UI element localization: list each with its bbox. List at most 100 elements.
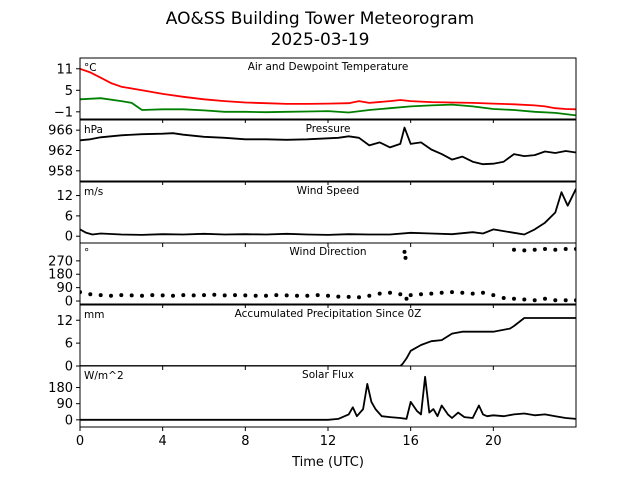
scatter-point — [150, 293, 155, 298]
panel-unit: ° — [84, 247, 89, 259]
panel-unit: hPa — [84, 124, 103, 136]
scatter-point — [222, 293, 227, 298]
scatter-point — [532, 298, 537, 303]
panel-title: Accumulated Precipitation Since 0Z — [235, 308, 422, 320]
x-tick-label: 0 — [76, 434, 84, 449]
scatter-point — [326, 293, 330, 298]
panel-2: 958 962 966 hPa Pressure — [48, 119, 577, 185]
scatter-point — [305, 293, 310, 298]
panel-title: Pressure — [306, 123, 351, 135]
chart-subtitle: 2025-03-19 — [271, 30, 370, 50]
x-axis: 0 4 8 12 16 20 — [76, 434, 502, 449]
panel-title: Wind Direction — [289, 246, 366, 258]
x-tick-label: 8 — [241, 434, 249, 449]
series-line-2-1 — [80, 126, 576, 166]
panels-group: −1 5 11 °C Air and Dewpoint Temperature 958 96… — [48, 57, 577, 431]
scatter-point — [181, 293, 186, 298]
scatter-point — [119, 293, 124, 298]
scatter-point — [129, 293, 134, 298]
series-line-1-2 — [80, 97, 576, 117]
scatter-point — [522, 248, 527, 253]
panel-title: Air and Dewpoint Temperature — [248, 61, 409, 73]
scatter-point — [402, 249, 407, 254]
scatter-point — [336, 294, 341, 299]
scatter-point — [403, 255, 408, 260]
y-tick-label: 270 — [48, 254, 73, 269]
scatter-point — [357, 295, 361, 300]
panel-unit: mm — [84, 309, 104, 321]
y-tick-label: 0 — [65, 360, 73, 375]
scatter-point — [295, 293, 299, 298]
panel-3: 0 6 12 m/s Wind Speed — [56, 181, 577, 247]
scatter-point — [398, 292, 403, 297]
y-tick-label: 90 — [56, 397, 73, 412]
y-tick-label: 90 — [56, 281, 73, 296]
y-tick-label: 5 — [65, 84, 73, 99]
scatter-point — [233, 293, 237, 298]
y-tick-label: 966 — [48, 124, 73, 139]
scatter-point — [408, 293, 413, 298]
scatter-point — [284, 293, 289, 298]
scatter-point — [253, 293, 258, 298]
y-tick-label: 11 — [56, 62, 73, 77]
scatter-point — [202, 293, 206, 298]
x-tick-label: 12 — [320, 434, 337, 449]
scatter-point — [460, 290, 465, 295]
x-tick-label: 4 — [159, 434, 167, 449]
panel-5: 0 6 12 mm Accumulated Precipitation Since 0Z — [56, 304, 577, 375]
series-line-6-1 — [80, 375, 576, 421]
scatter-point — [109, 293, 113, 298]
scatter-point — [88, 292, 93, 297]
scatter-point — [491, 293, 496, 298]
scatter-point — [264, 293, 268, 298]
series-line-3-1 — [80, 188, 576, 236]
y-tick-label: 958 — [48, 164, 73, 179]
panel-title: Wind Speed — [297, 185, 360, 197]
scatter-point — [419, 292, 423, 297]
y-tick-label: 6 — [65, 337, 73, 352]
y-tick-label: 180 — [48, 268, 73, 283]
scatter-point — [439, 290, 444, 295]
y-tick-label: 180 — [48, 381, 73, 396]
scatter-point — [543, 247, 547, 251]
scatter-point — [563, 298, 568, 303]
x-tick-label: 16 — [402, 434, 419, 449]
series-line-5-1 — [80, 317, 576, 366]
scatter-point — [346, 294, 351, 299]
scatter-point — [553, 247, 558, 252]
scatter-point — [377, 291, 382, 296]
y-tick-label: 6 — [65, 209, 73, 224]
panel-unit: W/m^2 — [84, 370, 124, 382]
scatter-point — [512, 296, 516, 301]
scatter-point — [501, 296, 506, 300]
scatter-point — [543, 296, 547, 301]
scatter-point — [450, 290, 454, 295]
y-tick-label: 0 — [65, 295, 73, 310]
scatter-point — [243, 293, 248, 298]
scatter-point — [98, 293, 103, 298]
y-tick-label: 12 — [56, 189, 73, 204]
scatter-point — [160, 293, 165, 298]
scatter-point — [404, 296, 409, 301]
scatter-point — [563, 247, 568, 251]
panel-unit: m/s — [84, 186, 103, 198]
scatter-point — [522, 297, 527, 302]
scatter-point — [429, 291, 434, 296]
scatter-point — [274, 293, 279, 298]
y-tick-label: 0 — [65, 413, 73, 428]
scatter-point — [512, 247, 516, 252]
scatter-point — [191, 293, 196, 298]
chart-title: AO&SS Building Tower Meteorogram — [166, 9, 474, 29]
x-axis-label: Time (UTC) — [291, 455, 364, 470]
scatter-point — [212, 292, 217, 297]
scatter-point — [481, 290, 485, 295]
scatter-point — [367, 293, 372, 298]
scatter-point — [140, 293, 144, 298]
y-tick-label: 0 — [65, 230, 73, 245]
y-tick-label: 12 — [56, 314, 73, 329]
panel-title: Solar Flux — [302, 369, 354, 381]
scatter-point — [388, 290, 392, 295]
scatter-point — [470, 291, 475, 296]
